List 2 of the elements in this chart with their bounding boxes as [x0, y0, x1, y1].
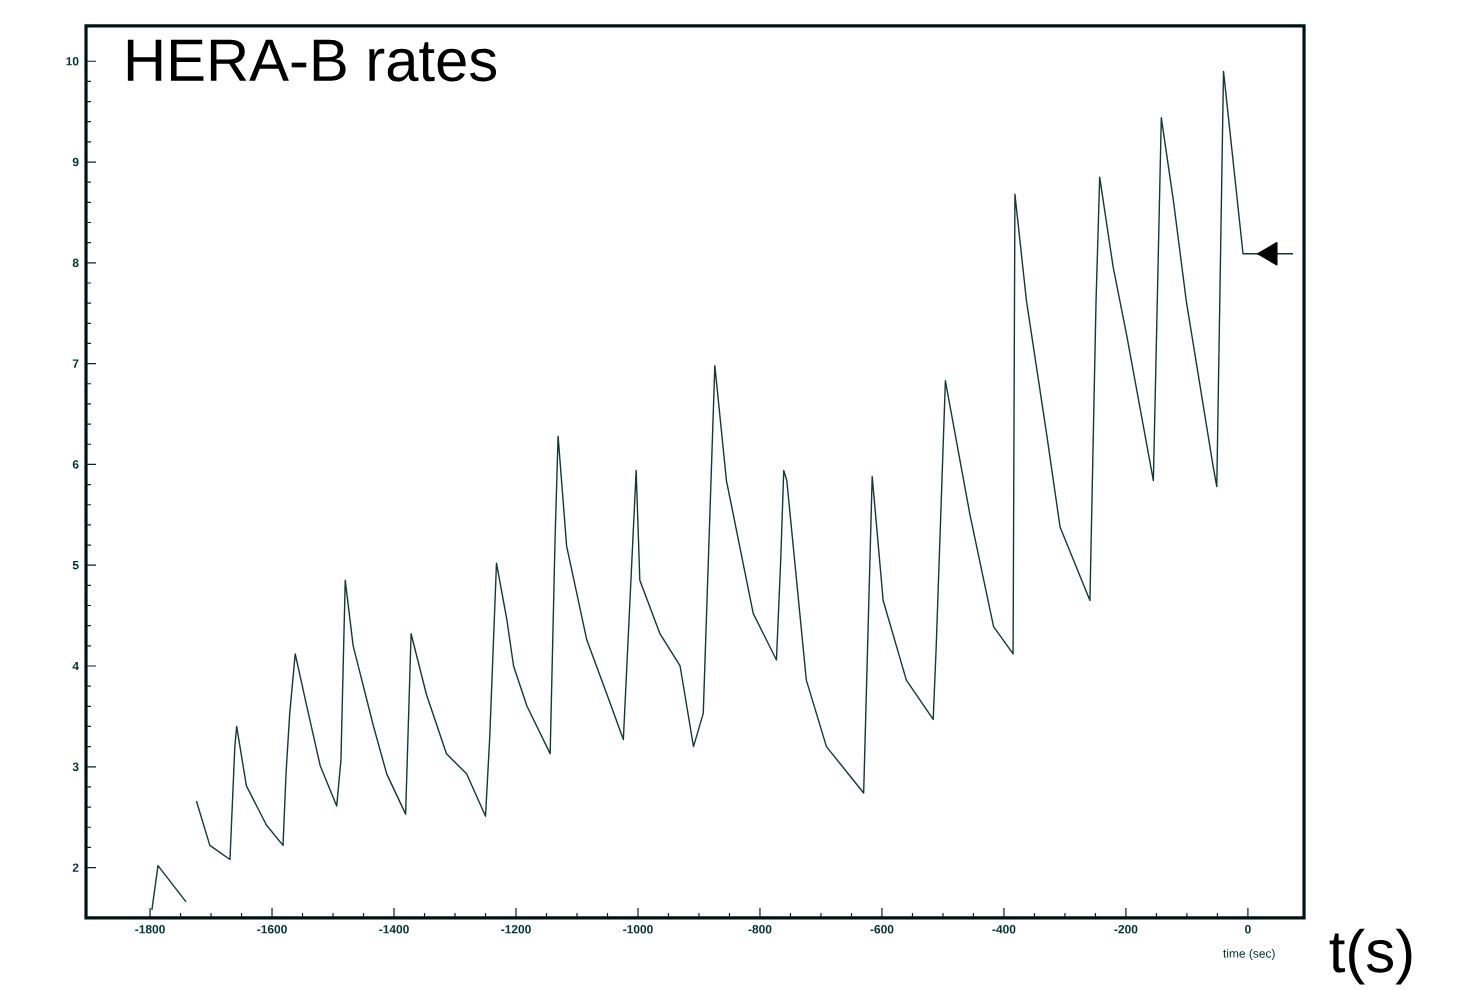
chart-title: HERA-B rates — [127, 39, 497, 82]
text: t(s) — [1329, 928, 1412, 985]
